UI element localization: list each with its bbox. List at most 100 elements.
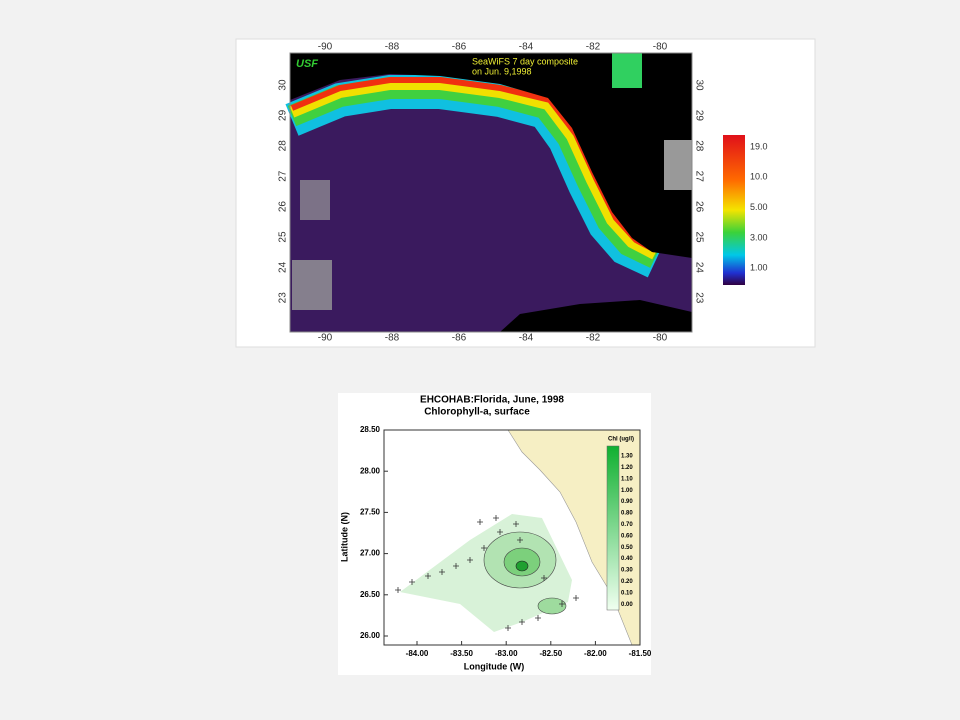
colorbar-label: 5.00: [750, 202, 768, 212]
station-marker: [517, 537, 523, 543]
lat-tick-label: 25: [693, 231, 704, 243]
lat-tick-label: 29: [693, 110, 704, 122]
legend-bar: [606, 445, 620, 611]
cloud: [292, 260, 332, 310]
legend-label: 0.20: [621, 579, 633, 585]
legend-label: 0.40: [621, 556, 633, 562]
legend-label: 0.90: [621, 499, 633, 505]
station-marker: [481, 545, 487, 551]
lat-tick-label: 26.50: [360, 590, 381, 599]
lon-tick-label: -82.50: [539, 649, 562, 658]
station-marker: [467, 557, 473, 563]
legend-label: 1.30: [621, 454, 633, 460]
station-marker: [559, 601, 565, 607]
legend-label: 0.00: [621, 602, 633, 608]
lat-tick-label: 23: [693, 292, 704, 304]
lon-tick-label: -88: [385, 42, 400, 53]
legend-label: 0.10: [621, 590, 633, 596]
legend-label: 1.00: [621, 488, 633, 494]
lat-tick-label: 26: [693, 201, 704, 213]
title: EHCOHAB:Florida, June, 1998: [420, 395, 564, 406]
lat-tick-label: 25: [278, 231, 289, 243]
colorbar-label: 1.00: [750, 263, 768, 273]
subtitle: Chlorophyll-a, surface: [424, 407, 530, 418]
cloud: [664, 140, 692, 190]
lat-tick-label: 30: [693, 79, 704, 91]
lat-tick-label: 26: [278, 201, 289, 213]
lat-tick-label: 28: [693, 140, 704, 152]
station-marker: [541, 575, 547, 581]
lon-tick-label: -80: [653, 42, 668, 53]
map-frame: [289, 52, 693, 333]
lat-tick-label: 29: [278, 109, 289, 121]
land: [290, 53, 692, 258]
colorbar-label: 3.00: [750, 232, 768, 242]
station-marker: [425, 573, 431, 579]
lon-tick-label: -82.00: [584, 649, 607, 658]
legend-label: 1.10: [621, 476, 633, 482]
station-marker: [535, 615, 541, 621]
station-marker: [513, 521, 519, 527]
legend-label: 0.70: [621, 522, 633, 528]
lat-tick-label: 24: [693, 262, 704, 274]
station-marker: [573, 595, 579, 601]
lon-tick-label: -83.50: [450, 649, 473, 658]
lon-tick-label: -88: [385, 333, 400, 344]
lat-tick-label: 26.00: [360, 631, 381, 640]
lat-tick-label: 24: [278, 261, 289, 273]
lat-tick-label: 28.00: [360, 466, 381, 475]
lon-tick-label: -84.00: [406, 649, 429, 658]
lat-tick-label: 27: [693, 171, 704, 183]
contour: [537, 597, 567, 615]
station-marker: [519, 619, 525, 625]
lat-tick-label: 30: [278, 79, 289, 91]
lat-tick-label: 23: [278, 292, 289, 304]
lon-tick-label: -86: [452, 333, 467, 344]
caption: SeaWiFS 7 day composite: [472, 56, 578, 66]
cuba: [500, 300, 692, 332]
colorbar: [723, 135, 745, 285]
lat-tick-label: 27: [278, 170, 289, 182]
legend-title: Chl (ug/l): [608, 437, 634, 443]
plot-frame: [383, 429, 641, 646]
lon-tick-label: -83.00: [495, 649, 518, 658]
station-marker: [497, 529, 503, 535]
lon-tick-label: -90: [318, 42, 333, 53]
station-marker: [409, 579, 415, 585]
station-marker: [439, 569, 445, 575]
lat-tick-label: 27.50: [360, 508, 381, 517]
station-marker: [493, 515, 499, 521]
contour: [515, 560, 529, 572]
lon-tick-label: -82: [586, 333, 601, 344]
x-axis-label: Longitude (W): [464, 661, 524, 671]
lon-tick-label: -81.50: [629, 649, 652, 658]
lat-tick-label: 28: [278, 140, 289, 152]
lon-tick-label: -90: [318, 333, 333, 344]
legend-label: 0.60: [621, 533, 633, 539]
caption: on Jun. 9,1998: [472, 66, 532, 76]
logo: USF: [296, 58, 318, 70]
lon-tick-label: -84: [519, 333, 534, 344]
cloud: [300, 180, 330, 220]
colorbar-label: 19.0: [750, 141, 768, 151]
coastal-band: [612, 53, 642, 88]
lat-tick-label: 27.00: [360, 549, 381, 558]
legend-label: 0.50: [621, 545, 633, 551]
lon-tick-label: -86: [452, 42, 467, 53]
legend-label: 1.20: [621, 465, 633, 471]
station-marker: [505, 625, 511, 631]
y-axis-label: Latitude (N): [339, 512, 349, 562]
lon-tick-label: -82: [586, 42, 601, 53]
station-marker: [477, 519, 483, 525]
lat-tick-label: 28.50: [360, 425, 381, 434]
legend-label: 0.30: [621, 568, 633, 574]
colorbar-label: 10.0: [750, 172, 768, 182]
coastal-band: [289, 78, 658, 260]
lon-tick-label: -80: [653, 333, 668, 344]
legend-label: 0.80: [621, 511, 633, 517]
station-marker: [453, 563, 459, 569]
lon-tick-label: -84: [519, 42, 534, 53]
station-marker: [395, 587, 401, 593]
